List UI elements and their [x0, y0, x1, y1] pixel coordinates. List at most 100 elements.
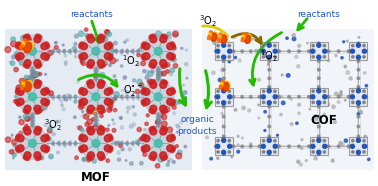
- Circle shape: [110, 146, 113, 150]
- Circle shape: [46, 90, 50, 94]
- Circle shape: [343, 41, 345, 43]
- Circle shape: [363, 151, 365, 153]
- Circle shape: [18, 57, 23, 62]
- Circle shape: [363, 90, 365, 92]
- Circle shape: [82, 111, 84, 113]
- Text: $^{1}$O$_{2}$: $^{1}$O$_{2}$: [121, 53, 139, 69]
- Circle shape: [262, 44, 265, 47]
- Circle shape: [154, 139, 162, 147]
- Circle shape: [24, 78, 26, 80]
- Circle shape: [267, 89, 271, 93]
- Circle shape: [34, 105, 41, 112]
- Circle shape: [17, 57, 20, 61]
- Circle shape: [104, 145, 111, 152]
- Circle shape: [232, 50, 235, 52]
- Circle shape: [260, 145, 262, 147]
- Circle shape: [231, 50, 233, 52]
- Text: e$^{-}$: e$^{-}$: [91, 109, 103, 118]
- Circle shape: [232, 145, 235, 148]
- Circle shape: [114, 41, 117, 45]
- Circle shape: [63, 50, 66, 53]
- Circle shape: [126, 39, 129, 41]
- Circle shape: [217, 151, 219, 153]
- Circle shape: [87, 63, 90, 67]
- Circle shape: [80, 128, 112, 159]
- Circle shape: [92, 47, 100, 55]
- Circle shape: [88, 126, 91, 130]
- Circle shape: [46, 135, 50, 139]
- Circle shape: [341, 57, 343, 59]
- Circle shape: [318, 135, 320, 138]
- Circle shape: [81, 115, 84, 118]
- Circle shape: [137, 127, 141, 132]
- Circle shape: [115, 142, 118, 145]
- Circle shape: [81, 43, 87, 50]
- Circle shape: [57, 50, 60, 53]
- Text: $^{3}$O$_{2}$: $^{3}$O$_{2}$: [44, 118, 62, 133]
- Circle shape: [357, 68, 360, 71]
- Circle shape: [150, 70, 154, 73]
- Circle shape: [84, 114, 89, 119]
- Circle shape: [170, 103, 174, 106]
- Circle shape: [314, 157, 317, 160]
- Circle shape: [13, 144, 16, 147]
- Circle shape: [325, 96, 328, 98]
- Circle shape: [40, 156, 44, 160]
- Circle shape: [150, 65, 154, 68]
- FancyBboxPatch shape: [310, 137, 328, 155]
- Circle shape: [107, 55, 112, 60]
- Circle shape: [333, 120, 336, 124]
- Circle shape: [106, 30, 110, 34]
- Circle shape: [110, 137, 113, 141]
- Circle shape: [217, 140, 219, 142]
- Circle shape: [143, 57, 146, 61]
- Circle shape: [15, 45, 19, 48]
- Circle shape: [262, 101, 265, 104]
- Circle shape: [358, 36, 360, 38]
- Circle shape: [222, 150, 226, 154]
- Circle shape: [222, 138, 226, 142]
- Circle shape: [122, 89, 124, 91]
- Circle shape: [79, 90, 82, 94]
- Ellipse shape: [24, 42, 33, 53]
- Circle shape: [323, 144, 327, 148]
- Circle shape: [172, 135, 175, 139]
- Circle shape: [157, 113, 160, 116]
- Circle shape: [92, 93, 100, 101]
- Circle shape: [311, 95, 315, 99]
- Circle shape: [136, 95, 139, 98]
- Circle shape: [37, 80, 40, 84]
- Circle shape: [86, 113, 89, 117]
- Circle shape: [352, 90, 354, 92]
- Circle shape: [13, 153, 16, 157]
- Circle shape: [299, 163, 302, 166]
- Ellipse shape: [223, 82, 229, 91]
- Ellipse shape: [223, 81, 230, 90]
- Circle shape: [274, 56, 276, 58]
- Circle shape: [79, 146, 82, 150]
- Circle shape: [102, 109, 105, 113]
- Circle shape: [141, 61, 146, 66]
- Circle shape: [317, 101, 321, 105]
- Circle shape: [140, 137, 144, 141]
- Circle shape: [223, 153, 225, 155]
- Circle shape: [318, 115, 320, 118]
- Circle shape: [327, 145, 330, 148]
- Circle shape: [278, 145, 280, 148]
- Circle shape: [34, 60, 41, 67]
- Circle shape: [183, 91, 187, 94]
- Circle shape: [352, 56, 354, 58]
- Circle shape: [258, 104, 259, 106]
- Circle shape: [46, 146, 50, 150]
- Circle shape: [15, 148, 19, 151]
- Circle shape: [50, 156, 52, 159]
- Circle shape: [38, 81, 42, 84]
- Circle shape: [104, 88, 111, 95]
- Circle shape: [267, 55, 271, 59]
- Circle shape: [19, 116, 21, 118]
- Circle shape: [160, 81, 167, 88]
- Circle shape: [24, 152, 31, 159]
- Circle shape: [157, 124, 160, 127]
- Circle shape: [139, 48, 142, 51]
- Circle shape: [215, 50, 217, 52]
